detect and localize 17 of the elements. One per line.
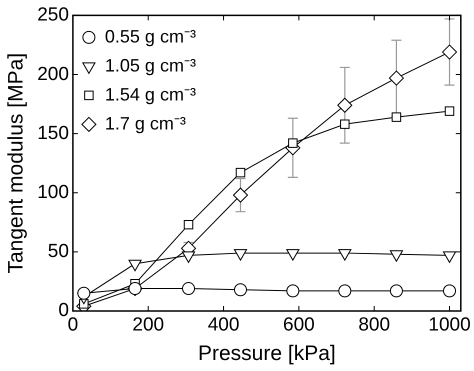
y-tick-label: 200 [37, 64, 69, 85]
y-axis-title: Tangent modulus [MPa] [4, 52, 28, 274]
legend-label: 1.7 g cm⁻³ [104, 113, 186, 134]
legend-label: 0.55 g cm⁻³ [104, 26, 196, 46]
legend-label: 1.54 g cm⁻³ [104, 84, 196, 104]
y-tick-label: 0 [58, 300, 69, 322]
x-tick-label: 600 [283, 314, 315, 336]
x-tick-label: 400 [208, 314, 240, 336]
y-tick-label: 50 [48, 241, 69, 262]
x-tick-label: 1000 [428, 314, 471, 336]
y-tick-label: 100 [37, 182, 69, 203]
x-axis-title: Pressure [kPa] [198, 342, 336, 366]
y-tick-label: 250 [37, 4, 69, 26]
legend-label: 1.05 g cm⁻³ [104, 55, 196, 76]
x-tick-label: 800 [358, 314, 390, 336]
x-tick-label: 200 [132, 314, 164, 336]
y-tick-label: 150 [37, 122, 69, 144]
